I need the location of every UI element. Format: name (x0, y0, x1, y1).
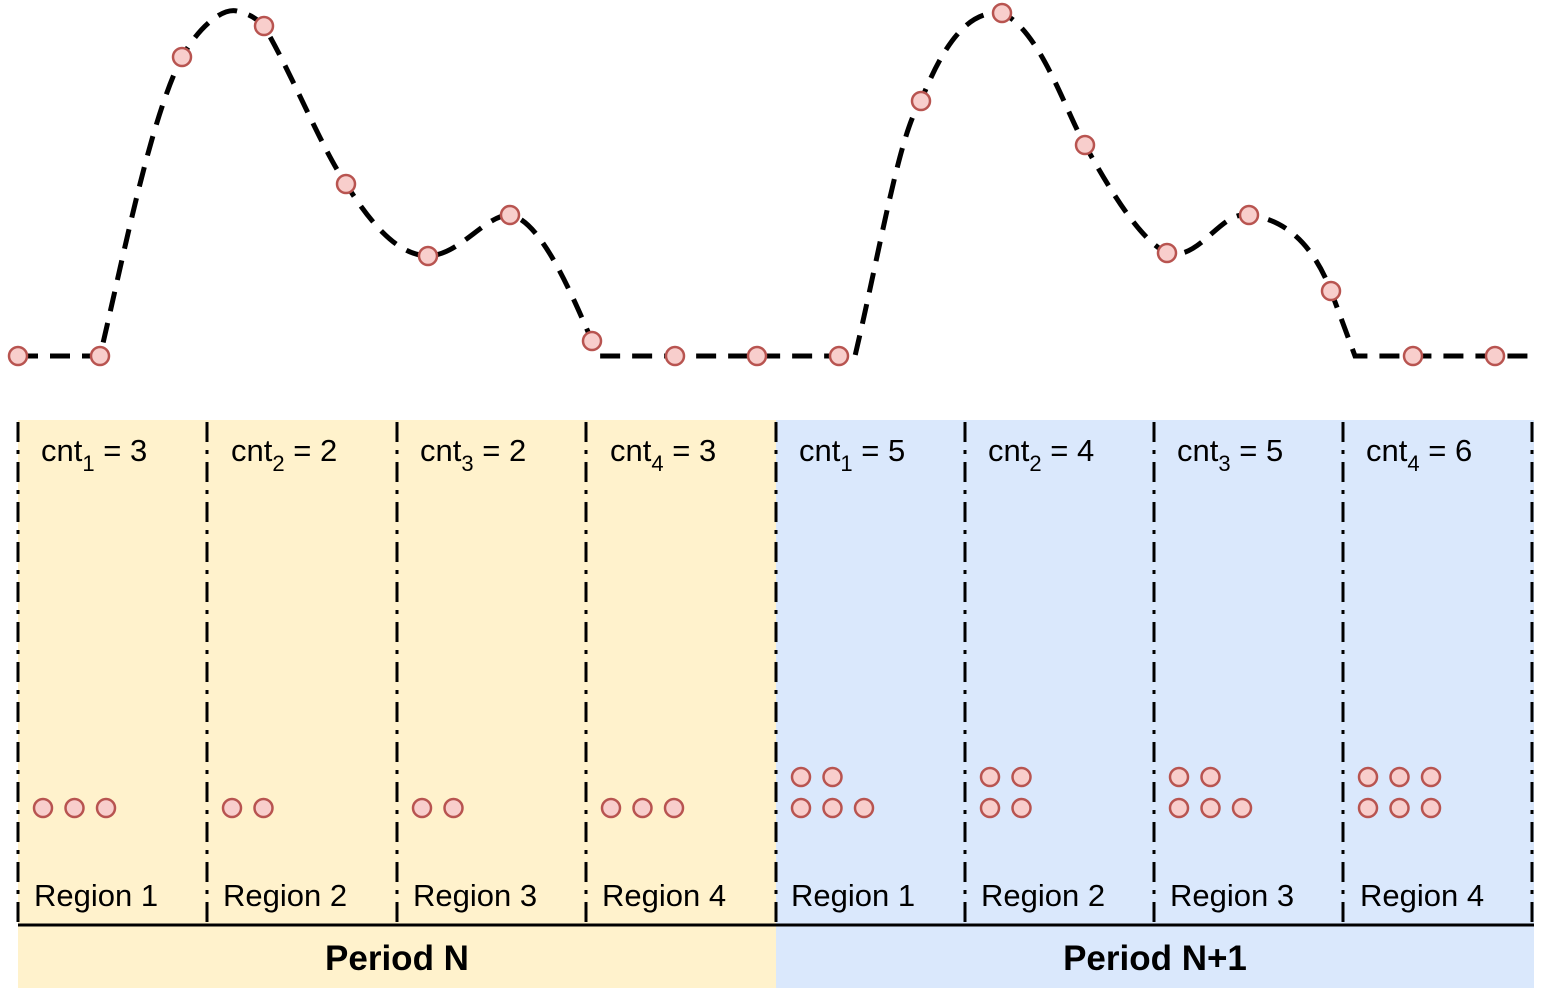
count-dot (1200, 797, 1221, 819)
count-dot (253, 797, 274, 819)
count-dot (1200, 766, 1221, 788)
curve-point (253, 15, 275, 37)
count-dot (822, 766, 843, 788)
curve-point (910, 90, 932, 112)
curve-points (7, 2, 1506, 367)
count-dot (790, 766, 812, 788)
count-dot (1168, 766, 1190, 788)
cnt-label: cnt3 = 2 (420, 433, 526, 476)
curve-point (1156, 242, 1178, 264)
count-dot (1011, 797, 1032, 819)
curve-point (499, 204, 521, 226)
count-dot (1389, 766, 1410, 788)
count-dot (411, 797, 433, 819)
curve-point (1402, 345, 1424, 367)
curve-point (1484, 345, 1506, 367)
count-dot (979, 766, 1001, 788)
region-label: Region 3 (413, 878, 537, 913)
cnt-label: cnt4 = 3 (610, 433, 716, 476)
count-dot (600, 797, 622, 819)
count-dot (853, 797, 875, 819)
curve-point (664, 345, 686, 367)
count-dot (822, 797, 843, 819)
curve-point (746, 345, 768, 367)
curve-point (991, 2, 1013, 24)
curve-point (581, 330, 603, 352)
count-dot (1420, 797, 1442, 819)
cnt-label: cnt2 = 4 (988, 433, 1094, 476)
curve-point (1238, 204, 1260, 226)
cnt-label: cnt4 = 6 (1366, 433, 1472, 476)
count-dot (64, 797, 85, 819)
count-dot (1231, 797, 1253, 819)
region-label: Region 2 (223, 878, 347, 913)
count-dot (1168, 797, 1190, 819)
count-dot (663, 797, 685, 819)
curve-point (7, 345, 29, 367)
cnt-label: cnt1 = 5 (799, 433, 905, 476)
count-dot (632, 797, 653, 819)
curve-point (89, 345, 111, 367)
count-dot (1420, 766, 1442, 788)
count-dot (221, 797, 243, 819)
signal-curve (18, 8, 1530, 359)
curve-point (828, 345, 850, 367)
period-label-n: Period N (325, 939, 469, 978)
count-dot (443, 797, 464, 819)
region-separators (16, 422, 1534, 924)
count-dot (1357, 766, 1379, 788)
count-dot (979, 797, 1001, 819)
count-dot (790, 797, 812, 819)
curve-point (1074, 134, 1096, 156)
curve-point (335, 173, 357, 195)
region-label: Region 2 (981, 878, 1105, 913)
cnt-label: cnt1 = 3 (41, 433, 147, 476)
count-dot (95, 797, 117, 819)
count-dot (1357, 797, 1379, 819)
period-label-n1: Period N+1 (1063, 939, 1247, 978)
count-dot (1389, 797, 1410, 819)
curve-point (417, 245, 439, 267)
region-label: Region 4 (1360, 878, 1484, 913)
region-label: Region 3 (1170, 878, 1294, 913)
cnt-label: cnt3 = 5 (1177, 433, 1283, 476)
count-dots (32, 766, 1442, 819)
curve-point (171, 46, 193, 68)
region-label: Region 1 (791, 878, 915, 913)
region-label: Region 4 (602, 878, 726, 913)
cnt-label: cnt2 = 2 (231, 433, 337, 476)
curve-point (1320, 280, 1342, 302)
region-label: Region 1 (34, 878, 158, 913)
count-dot (32, 797, 54, 819)
count-dot (1011, 766, 1032, 788)
